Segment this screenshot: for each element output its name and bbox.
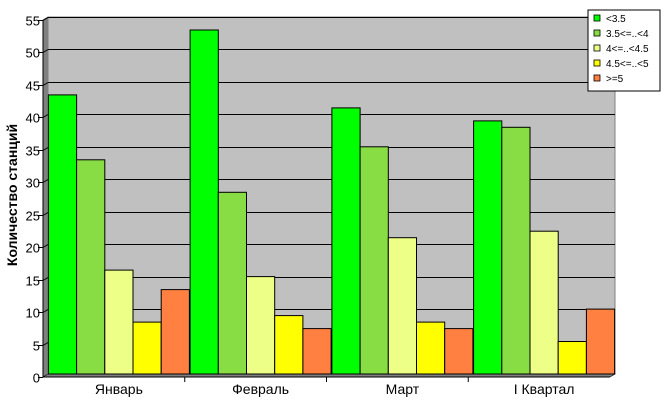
y-tick-label: 55 — [26, 14, 40, 29]
y-tick-label: 25 — [26, 209, 40, 224]
bar — [331, 107, 361, 375]
y-tick-label: 20 — [26, 241, 40, 256]
bar — [501, 126, 531, 375]
gridline-wall — [42, 17, 49, 21]
gridline-wall — [42, 147, 49, 151]
y-tick-label: 45 — [26, 79, 40, 94]
legend-label: >=5 — [606, 74, 624, 85]
legend-swatch — [593, 74, 601, 82]
legend-swatch — [593, 44, 601, 52]
bar — [416, 321, 446, 375]
legend-label: <3.5 — [606, 14, 626, 25]
bar — [104, 269, 134, 375]
legend: <3.5 3.5<=..<4 4<=..<4.5 4.5<=..<5 >=5 — [587, 9, 661, 92]
x-tick-label: Январь — [95, 381, 143, 397]
y-tick-label: 5 — [33, 339, 40, 354]
bar — [132, 321, 162, 375]
x-tick-label: Март — [386, 381, 420, 397]
legend-label: 3.5<=..<4 — [606, 29, 649, 40]
x-tick-label: I Квартал — [514, 381, 575, 397]
y-tick-label: 40 — [26, 111, 40, 126]
bar — [387, 237, 417, 375]
bar — [274, 315, 304, 375]
bar — [217, 191, 248, 375]
gridline-wall — [42, 49, 49, 53]
bar — [529, 230, 559, 375]
y-tick-label: 35 — [26, 144, 40, 159]
y-axis-ticks: 0 5 10 15 20 25 30 35 40 45 50 55 — [26, 14, 44, 386]
bar — [473, 120, 503, 375]
bar — [246, 276, 276, 375]
legend-label: 4.5<=..<5 — [606, 59, 649, 70]
legend-swatch — [593, 59, 601, 67]
y-tick-label: 50 — [26, 46, 40, 61]
bar — [302, 328, 332, 375]
legend-label: 4<=..<4.5 — [606, 44, 649, 55]
y-tick-label: 0 — [33, 371, 40, 386]
bar — [444, 328, 474, 375]
y-tick-label: 15 — [26, 274, 40, 289]
bar — [189, 29, 219, 375]
gridline-wall — [42, 277, 49, 281]
legend-swatch — [593, 29, 601, 37]
bar — [585, 308, 616, 375]
y-tick-label: 10 — [26, 306, 40, 321]
x-axis-ticks: Январь Февраль Март I Квартал — [43, 376, 610, 397]
gridline-wall — [42, 342, 49, 346]
bar — [359, 146, 389, 375]
y-tick-label: 30 — [26, 176, 40, 191]
bar — [557, 341, 587, 375]
gridline-wall — [42, 244, 49, 248]
gridline-wall — [42, 179, 49, 183]
legend-swatch — [593, 14, 601, 22]
bars — [47, 29, 616, 375]
bar — [76, 159, 106, 375]
x-tick-label: Февраль — [232, 381, 289, 397]
gridline-wall — [42, 212, 49, 216]
bar — [160, 289, 190, 375]
gridline-wall — [42, 114, 49, 118]
gridline-wall — [42, 309, 49, 313]
y-axis-label: Количество станций — [4, 124, 20, 266]
bar — [47, 94, 78, 375]
gridline-wall — [42, 82, 49, 86]
plot-side-wall — [42, 16, 49, 378]
